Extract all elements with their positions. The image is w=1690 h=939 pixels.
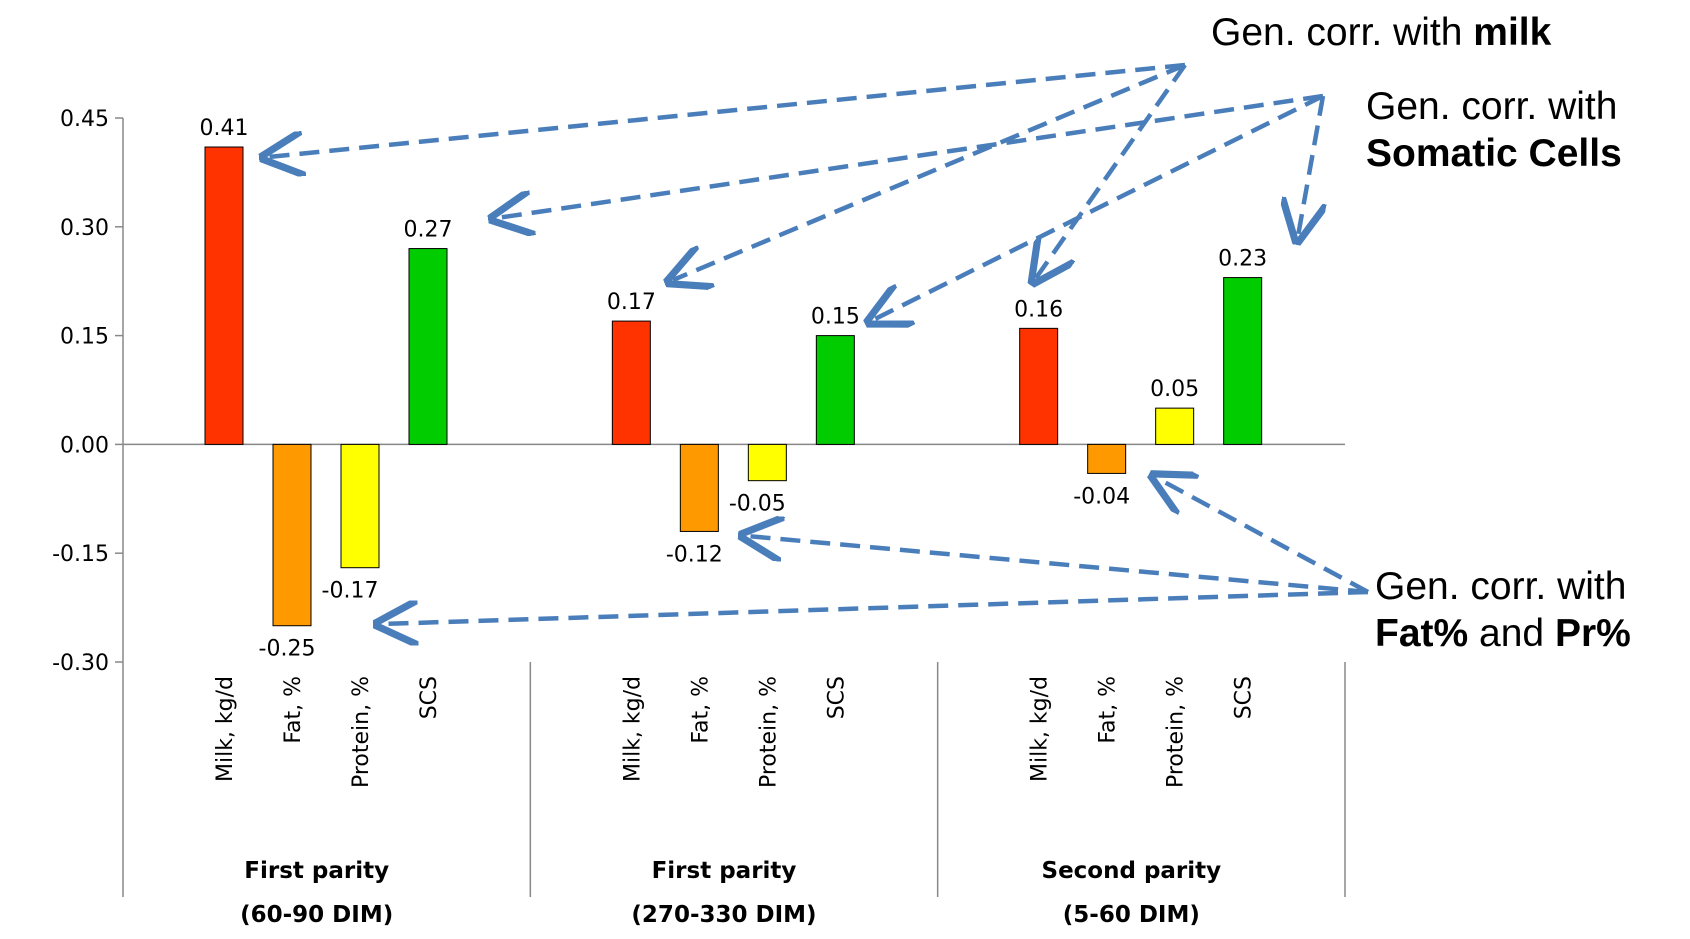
annotation-scs-line1: Gen. corr. with (1366, 85, 1618, 128)
category-label: Fat, % (688, 676, 713, 744)
bar (747, 443, 787, 482)
bar (1019, 327, 1059, 445)
chart-labels: 0.41 Milk, kg/d -0.25 Fat, % -0.17 Protein, %… (200, 116, 1268, 928)
category-label: Milk, kg/d (620, 676, 645, 782)
annotation-milk-bold: milk (1473, 11, 1552, 54)
category-label: SCS (417, 676, 442, 719)
group-label-line1: First parity (244, 858, 389, 884)
bar (679, 443, 719, 532)
y-tick-label: 0.30 (60, 216, 109, 241)
category-label: Protein, % (756, 676, 781, 788)
bar (611, 320, 651, 445)
bar (272, 443, 312, 627)
category-label: Fat, % (281, 676, 306, 744)
arrow-scs-group2 (873, 93, 1325, 320)
arrow-milk-group2 (673, 62, 1186, 280)
group-label-line2: (270-330 DIM) (631, 902, 816, 928)
arrow-scs-group3 (1298, 95, 1323, 236)
y-tick-label: -0.30 (52, 651, 109, 676)
data-label: -0.25 (259, 637, 316, 662)
chart-bars (204, 146, 1263, 627)
arrow-milk-group3 (1036, 63, 1187, 278)
bar (1087, 443, 1127, 474)
annotation-fatpr-bold1: Fat% (1375, 611, 1469, 655)
annotation-fatpr-bold2: Pr% (1554, 611, 1631, 655)
y-tick-label: 0.15 (60, 325, 109, 350)
group-label-line1: First parity (652, 858, 797, 884)
data-label: 0.41 (200, 116, 249, 141)
annotation-arrows (268, 62, 1370, 624)
bar (340, 443, 380, 569)
annotation-scs-bold: Somatic Cells (1366, 131, 1622, 175)
arrow-scs-group1 (497, 93, 1324, 218)
data-label: 0.27 (404, 218, 453, 243)
data-label: 0.23 (1218, 247, 1267, 272)
bar (1155, 407, 1195, 445)
category-label: SCS (824, 676, 849, 719)
category-label: Milk, kg/d (1028, 676, 1053, 782)
annotation-scs: Gen. corr. with Somatic Cells (1366, 84, 1622, 178)
data-label: -0.17 (322, 579, 379, 604)
annotation-fatpr: Gen. corr. with Fat% and Pr% (1375, 564, 1631, 658)
group-label-line2: (60-90 DIM) (240, 902, 393, 928)
y-tick-label: 0.45 (60, 107, 109, 132)
data-label: -0.12 (666, 542, 723, 567)
arrow-fatpr-group2 (747, 536, 1369, 595)
category-label: Protein, % (349, 676, 374, 788)
annotation-fatpr-line1: Gen. corr. with (1375, 565, 1627, 608)
bar (408, 248, 448, 445)
category-label: Fat, % (1096, 676, 1121, 744)
bar (204, 146, 244, 445)
annotation-fatpr-mid: and (1468, 611, 1555, 655)
annotation-milk-text: Gen. corr. with (1211, 11, 1474, 54)
data-label: 0.05 (1150, 377, 1199, 402)
group-label-line2: (5-60 DIM) (1063, 902, 1200, 928)
data-label: -0.04 (1073, 484, 1130, 509)
arrow-fatpr-group3 (1157, 478, 1370, 594)
category-label: Protein, % (1164, 676, 1189, 788)
chart-axes: 0.45 0.30 0.15 0.00 -0.15 -0.30 (52, 107, 1346, 897)
category-label: SCS (1232, 676, 1257, 719)
data-label: 0.15 (811, 305, 860, 330)
annotation-milk: Gen. corr. with milk (1211, 10, 1551, 57)
category-label: Milk, kg/d (213, 676, 238, 782)
data-label: -0.05 (729, 492, 786, 517)
arrow-milk-group1 (268, 62, 1186, 157)
group-label-line1: Second parity (1042, 858, 1222, 884)
bar (1223, 277, 1263, 445)
y-tick-label: -0.15 (52, 542, 109, 567)
data-label: 0.16 (1014, 297, 1063, 322)
arrow-fatpr-group1 (382, 589, 1369, 624)
data-label: 0.17 (607, 290, 656, 315)
bar (815, 335, 855, 445)
y-tick-label: 0.00 (60, 433, 109, 458)
